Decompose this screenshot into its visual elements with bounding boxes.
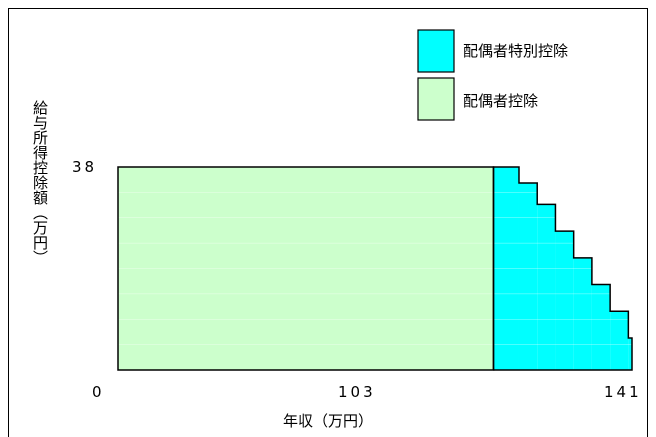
special-deduction-outline [492, 166, 633, 371]
legend-swatch-special [417, 29, 455, 73]
special-deduction-bar-2 [537, 204, 556, 370]
special-deduction-bar-4 [573, 257, 592, 370]
x-axis-label: 年収（万円） [282, 412, 373, 430]
x-tick-label-141: 141 [604, 383, 642, 401]
y-axis-label: 給与所得控除額（万円） [31, 100, 49, 265]
y-tick-label: 38 [72, 158, 98, 176]
special-deduction-bar-7 [628, 337, 632, 370]
special-deduction-bar-1 [518, 183, 538, 370]
legend-swatch-spouse [417, 77, 455, 121]
special-deduction-bar-5 [591, 284, 611, 370]
special-deduction-bar-6 [610, 311, 629, 370]
special-deduction-bar-3 [555, 231, 574, 370]
chart-frame [8, 8, 648, 437]
legend-label-spouse: 配偶者控除 [463, 92, 539, 110]
x-tick-label-0: 0 [92, 383, 105, 401]
legend-label-special: 配偶者特別控除 [463, 42, 569, 60]
x-tick-label-103: 103 [338, 383, 376, 401]
